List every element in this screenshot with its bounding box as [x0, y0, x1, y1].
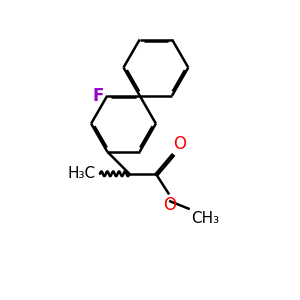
Text: F: F: [92, 87, 104, 105]
Text: H₃C: H₃C: [68, 166, 95, 181]
Text: CH₃: CH₃: [191, 211, 219, 226]
Text: O: O: [163, 196, 176, 214]
Text: O: O: [174, 135, 187, 153]
